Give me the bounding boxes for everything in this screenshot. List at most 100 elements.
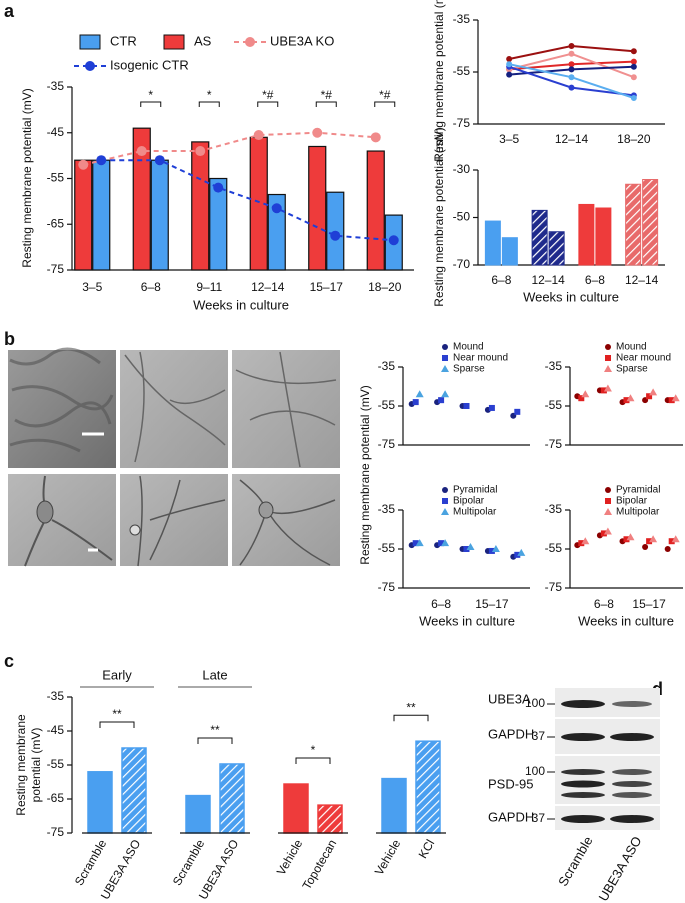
- point: [506, 56, 513, 62]
- point: [623, 536, 630, 543]
- bar: [595, 207, 612, 266]
- x-tick-label: 12–14: [251, 280, 285, 294]
- point: [649, 535, 658, 543]
- band: [612, 701, 652, 707]
- bar: [191, 141, 210, 271]
- point: [253, 130, 264, 141]
- point: [642, 544, 649, 551]
- point: [646, 538, 653, 545]
- y-tick-label: -35: [47, 689, 65, 703]
- soma: [258, 501, 274, 519]
- band: [612, 781, 652, 787]
- point: [441, 539, 450, 547]
- point: [488, 547, 495, 554]
- point: [442, 498, 448, 504]
- legend-label: Near mound: [616, 353, 671, 364]
- point: [154, 155, 165, 166]
- point: [630, 74, 637, 81]
- x-tick-label: 6–8: [585, 273, 605, 287]
- x-tick-label: Scramble: [170, 837, 208, 888]
- x-tick-label: 12–14: [555, 132, 589, 146]
- blot-marker: 37: [532, 811, 546, 825]
- y-tick-label: -55: [545, 541, 563, 555]
- legend-label: Bipolar: [453, 496, 485, 507]
- annotation: *: [207, 88, 212, 102]
- point: [568, 66, 575, 73]
- x-tick-label: Scramble: [72, 837, 110, 888]
- neurite: [235, 351, 337, 468]
- group-label: Early: [102, 667, 132, 682]
- y-tick-label: -65: [47, 216, 65, 230]
- bar: [531, 209, 548, 266]
- legend-swatch: [79, 34, 101, 50]
- line: [83, 131, 376, 166]
- point: [441, 365, 449, 372]
- point: [603, 384, 612, 392]
- point: [195, 146, 206, 157]
- point: [568, 50, 575, 57]
- annotation: *: [148, 88, 153, 102]
- point: [136, 146, 147, 157]
- point: [630, 63, 637, 70]
- y-tick-label: -55: [453, 64, 471, 78]
- bar: [209, 177, 228, 271]
- y-tick-label: -35: [545, 502, 563, 516]
- y-tick-label: -70: [453, 257, 471, 271]
- y-tick-label: -55: [47, 171, 65, 185]
- y-tick-label: -35: [47, 79, 65, 93]
- x-tick-label: 18–20: [617, 132, 651, 146]
- annotation: *#: [262, 88, 274, 102]
- point: [600, 530, 607, 537]
- band: [561, 733, 605, 741]
- point: [312, 127, 323, 138]
- point: [488, 404, 495, 411]
- annotation: **: [112, 707, 122, 721]
- point: [491, 545, 500, 552]
- point: [664, 546, 671, 552]
- point: [605, 498, 611, 504]
- lane-label: Scramble: [555, 834, 595, 889]
- bar: [548, 231, 565, 266]
- y-axis-label: Resting membrane potential (mV): [20, 88, 34, 267]
- annotation: **: [406, 700, 416, 714]
- point: [626, 533, 635, 541]
- point: [671, 535, 680, 543]
- y-tick-label: -45: [47, 723, 65, 737]
- annotation: **: [210, 723, 220, 737]
- point: [213, 182, 224, 193]
- band: [612, 769, 652, 775]
- y-tick-label: -55: [378, 398, 396, 412]
- x-tick-label: Vehicle: [274, 837, 306, 878]
- y-axis-label: Resting membrane potential (mV): [432, 0, 446, 162]
- blot-marker: 37: [532, 729, 546, 743]
- blot-row-label: PSD-95: [488, 776, 534, 791]
- y-axis-label: Resting membrane: [14, 714, 28, 816]
- bar: [642, 179, 659, 266]
- point: [630, 95, 637, 101]
- y-tick-label: -75: [378, 580, 396, 594]
- y-tick-label: -35: [378, 502, 396, 516]
- x-axis-label: Weeks in culture: [193, 297, 289, 312]
- point: [568, 84, 575, 91]
- y-tick-label: -75: [47, 825, 65, 839]
- point: [626, 394, 635, 402]
- y-tick-label: -35: [453, 12, 471, 26]
- band: [561, 815, 605, 823]
- x-tick-label: 6–8: [491, 273, 511, 287]
- legend-label: Multipolar: [616, 507, 660, 518]
- texture: [9, 347, 114, 453]
- significance-bracket: [257, 101, 279, 107]
- point: [605, 355, 611, 361]
- point: [671, 394, 680, 402]
- legend-label: Pyramidal: [616, 485, 660, 496]
- soma: [129, 524, 141, 536]
- micrograph: [120, 474, 228, 566]
- point: [605, 487, 611, 493]
- bar: [219, 763, 245, 834]
- point: [514, 551, 521, 558]
- point: [415, 539, 424, 547]
- x-tick-label: 6–8: [431, 597, 451, 611]
- bar: [381, 777, 407, 834]
- point: [438, 540, 445, 547]
